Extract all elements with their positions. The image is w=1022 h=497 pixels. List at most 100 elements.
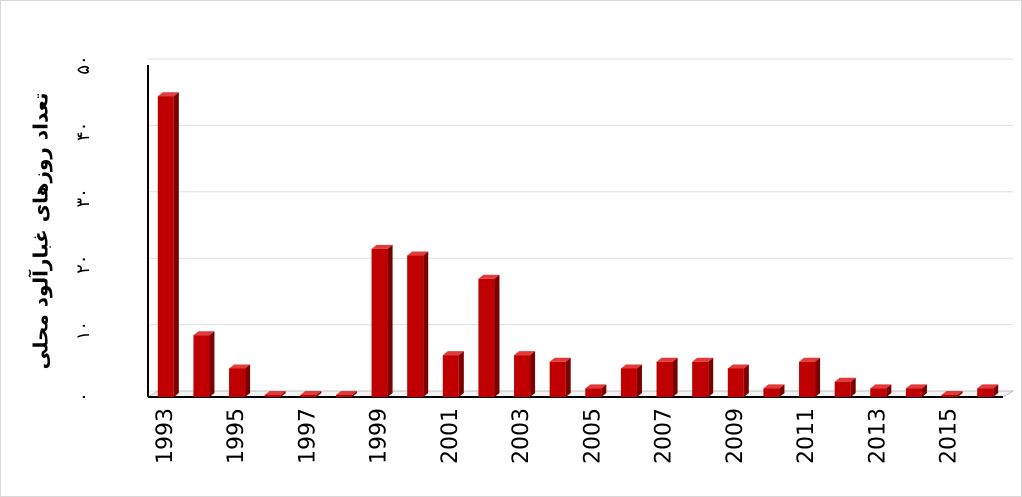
bar-side [672,357,678,397]
y-axis-title: تعداد روزهای غبارآلود محلی [28,93,53,370]
bar-top [905,384,927,389]
bar-front [977,388,994,397]
bar-side [351,391,357,397]
bar-top [229,364,251,369]
x-tick-label: 1993 [153,408,178,464]
bar-top [264,391,286,395]
bar [585,384,607,397]
bar-side [530,351,536,397]
bar-side [280,391,286,397]
bar-front [264,395,281,397]
bar [229,364,251,397]
bar-front [799,361,816,397]
bar [692,357,714,397]
bar-front [478,278,495,397]
bar [799,357,821,397]
bar-top [300,391,322,395]
bar [941,391,963,397]
x-tick-label: 2003 [509,408,534,464]
bar-side [601,384,607,397]
y-tick-label: ۵۰ [73,55,94,74]
bar-top [620,364,642,369]
bar-side [387,244,393,397]
bar-top [335,391,357,395]
bar-side [708,357,714,397]
bar-top [585,384,607,389]
bar-side [245,364,251,397]
x-tick-label: 1997 [295,408,320,464]
x-tick-label: 1995 [224,408,249,464]
bar-front [157,96,174,397]
bar [549,357,571,397]
bar [763,384,785,397]
bar-side [886,384,892,397]
bar-side [636,364,642,397]
bar-front [727,368,744,397]
bar-front [870,388,887,397]
bar [193,331,215,397]
bar-side [458,351,464,397]
y-tick-label: ۴۰ [73,122,94,141]
bar-front [442,355,459,397]
bar-front [620,368,637,397]
bar-front [300,395,317,397]
bar-side [957,391,963,397]
bar-side [565,357,571,397]
bar-top [870,384,892,389]
x-tick-label: 2007 [652,408,677,464]
bar [478,274,500,397]
bar [514,351,536,397]
bar-front [229,368,246,397]
bar-side [815,357,821,397]
bar-side [173,92,179,397]
bar [300,391,322,397]
bar-top [442,351,464,356]
bar [371,244,393,397]
y-tick-label: ۱۰ [73,321,94,340]
x-tick-label: 2013 [865,408,890,464]
bar-top [799,357,821,362]
bar-top [656,357,678,362]
bar [834,377,856,397]
bar-front [514,355,531,397]
bar-side [850,377,856,397]
bar-front [407,255,424,397]
bar-front [763,388,780,397]
bar-front [692,361,709,397]
bar-top [977,384,999,389]
bar-top [157,92,179,97]
bar [264,391,286,397]
bar-top [692,357,714,362]
bar-top [407,251,429,256]
bar-front [656,361,673,397]
bar-top [763,384,785,389]
bar-front [941,395,958,397]
bar [977,384,999,397]
y-tick-label: ۳۰ [73,188,94,207]
bar-front [549,361,566,397]
x-tick-label: 2009 [723,408,748,464]
bar-side [423,251,429,397]
bar [727,364,749,397]
x-tick-label: 1999 [367,408,392,464]
x-tick-label: 2015 [937,408,962,464]
y-tick-label: ۰ [73,392,94,402]
bar-side [921,384,927,397]
bar-front [371,248,388,397]
bar-front [193,335,210,397]
x-tick-label: 2005 [580,408,605,464]
bar [870,384,892,397]
bar-top [727,364,749,369]
bar [157,92,179,397]
bar [442,351,464,397]
bar-top [549,357,571,362]
bar-front [585,388,602,397]
bar [620,364,642,397]
bar-front [905,388,922,397]
x-tick-label: 2011 [794,408,819,464]
bar-top [941,391,963,395]
bar-front [834,381,851,397]
bar-side [209,331,215,397]
bar [335,391,357,397]
